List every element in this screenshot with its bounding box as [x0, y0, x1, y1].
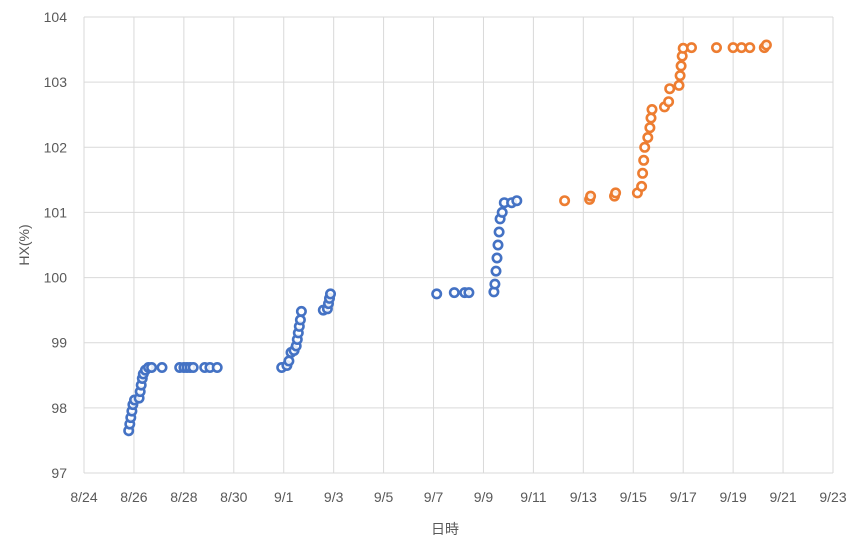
series-1: [123, 195, 523, 437]
data-point: [646, 104, 658, 116]
x-tick-label: 8/24: [70, 489, 97, 505]
x-tick-label: 9/21: [769, 489, 796, 505]
y-tick-label: 101: [44, 204, 68, 220]
data-point: [559, 195, 571, 207]
data-point: [496, 206, 508, 218]
data-point: [490, 265, 502, 277]
x-axis-ticks: 8/24 8/26 8/28 8/30 9/1 9/3 9/5 9/7 9/9 9/11 9/13 9…: [70, 489, 846, 505]
x-tick-label: 9/15: [620, 489, 647, 505]
x-tick-label: 9/7: [424, 489, 444, 505]
data-point: [645, 112, 657, 124]
y-tick-label: 97: [51, 465, 67, 481]
data-point: [431, 288, 443, 300]
data-point: [674, 70, 686, 82]
data-point: [324, 288, 336, 300]
data-point: [511, 195, 523, 207]
data-point: [610, 187, 622, 199]
data-point: [744, 42, 756, 54]
data-point: [664, 83, 676, 95]
data-point: [448, 287, 460, 299]
data-point: [663, 96, 675, 108]
data-point: [673, 79, 685, 91]
data-point: [636, 180, 648, 192]
y-tick-label: 102: [44, 139, 68, 155]
data-point: [211, 361, 223, 373]
data-point: [493, 226, 505, 238]
data-point: [295, 305, 307, 317]
y-axis-title: HX(%): [16, 224, 32, 265]
y-tick-label: 103: [44, 74, 68, 90]
data-point: [283, 355, 295, 367]
y-tick-label: 100: [44, 270, 68, 286]
series-2: [559, 39, 772, 207]
x-tick-label: 9/9: [474, 489, 494, 505]
data-point: [760, 39, 772, 51]
data-point: [585, 190, 597, 202]
data-point: [644, 122, 656, 134]
data-point: [463, 287, 475, 299]
y-tick-label: 98: [51, 400, 67, 416]
y-axis-ticks: 97 98 99 100 101 102 103 104: [44, 9, 68, 481]
x-tick-label: 9/1: [274, 489, 294, 505]
data-point: [685, 42, 697, 54]
data-point: [710, 42, 722, 54]
x-tick-label: 9/11: [520, 489, 546, 505]
x-tick-label: 8/26: [120, 489, 147, 505]
data-point: [146, 361, 158, 373]
data-point: [492, 239, 504, 251]
x-tick-label: 9/17: [670, 489, 697, 505]
x-tick-label: 9/5: [374, 489, 394, 505]
y-tick-label: 104: [44, 9, 68, 25]
data-point: [489, 278, 501, 290]
data-points: [123, 39, 772, 437]
x-tick-label: 9/13: [570, 489, 597, 505]
gridlines: [83, 16, 834, 474]
data-point: [639, 141, 651, 153]
data-point: [642, 132, 654, 144]
data-point: [294, 314, 306, 326]
data-point: [675, 60, 687, 72]
data-point: [638, 154, 650, 166]
x-tick-label: 8/28: [170, 489, 197, 505]
x-tick-label: 8/30: [220, 489, 247, 505]
x-axis-title: 日時: [431, 521, 459, 537]
x-tick-label: 9/19: [720, 489, 747, 505]
data-point: [637, 167, 649, 179]
x-tick-label: 9/3: [324, 489, 344, 505]
data-point: [156, 361, 168, 373]
data-point: [491, 252, 503, 264]
x-tick-label: 9/23: [819, 489, 846, 505]
y-tick-label: 99: [51, 335, 67, 351]
data-point: [187, 361, 199, 373]
